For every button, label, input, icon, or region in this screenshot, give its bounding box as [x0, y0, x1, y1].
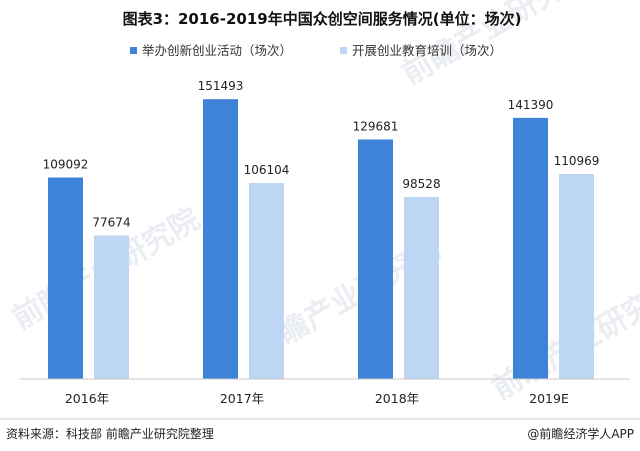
legend-swatch: [340, 47, 347, 54]
source-note: 资料来源：科技部 前瞻产业研究院整理: [6, 426, 214, 441]
bar: [404, 197, 439, 379]
x-tick-label: 2016年: [65, 391, 109, 406]
bar: [203, 99, 238, 379]
x-tick-label: 2019E: [529, 391, 569, 406]
bar: [94, 235, 129, 379]
bar: [358, 139, 393, 379]
bar: [48, 177, 83, 379]
legend-label: 举办创新创业活动（场次）: [142, 43, 292, 58]
data-label: 151493: [198, 79, 244, 93]
bar: [513, 117, 548, 379]
brand-credit: @前瞻经济学人APP: [527, 426, 634, 441]
data-label: 129681: [353, 119, 399, 133]
bar: [559, 174, 594, 379]
legend-label: 开展创业教育培训（场次）: [352, 43, 502, 58]
data-label: 110969: [554, 154, 600, 168]
bar: [249, 183, 284, 379]
data-label: 141390: [508, 98, 554, 112]
legend: 举办创新创业活动（场次） 开展创业教育培训（场次）: [130, 43, 502, 58]
data-label: 77674: [92, 216, 130, 230]
x-tick-label: 2018年: [375, 391, 419, 406]
data-label: 109092: [43, 158, 89, 172]
plot-area: 109092 77674 2016年 151493 106104 2017年 129681 9…: [43, 79, 600, 406]
chart-title: 图表3：2016-2019年中国众创空间服务情况(单位：场次): [123, 10, 522, 28]
data-label: 106104: [244, 163, 290, 177]
legend-swatch: [130, 47, 137, 54]
data-label: 98528: [402, 177, 440, 191]
x-tick-label: 2017年: [220, 391, 264, 406]
